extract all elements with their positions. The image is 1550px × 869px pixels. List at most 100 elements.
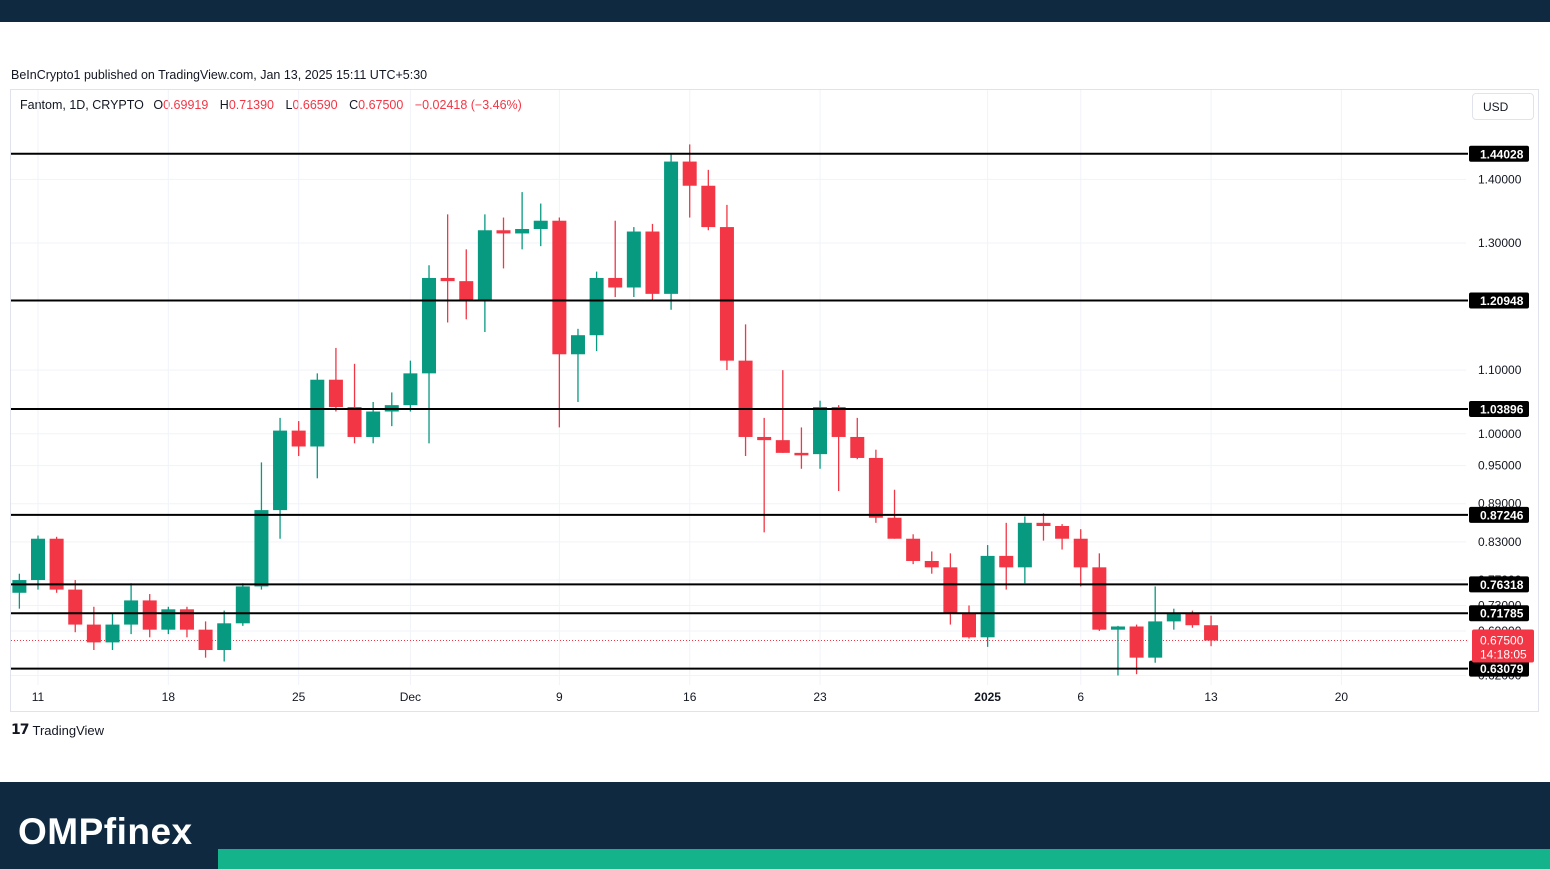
top-band [0, 0, 1550, 22]
candle-body[interactable] [273, 430, 288, 511]
candle-body[interactable] [440, 277, 455, 282]
ohlc-legend: Fantom, 1D, CRYPTO O0.69919 H0.71390 L0.… [20, 98, 530, 112]
candle-body[interactable] [887, 517, 902, 539]
candle-body[interactable] [1148, 621, 1163, 658]
candle-body[interactable] [850, 436, 865, 458]
level-label: 0.76318 [1480, 578, 1524, 592]
candle-body[interactable] [719, 227, 734, 361]
candle-body[interactable] [757, 436, 772, 441]
x-tick-label: 20 [1335, 690, 1349, 704]
candle-body[interactable] [813, 407, 828, 455]
current-price-label: 0.67500 [1480, 633, 1524, 647]
candle-body[interactable] [235, 586, 250, 624]
candle-body[interactable] [291, 430, 306, 447]
open-value: 0.69919 [163, 98, 209, 112]
tradingview-mark-icon: 17 [11, 722, 30, 738]
x-tick-label: 11 [32, 690, 45, 704]
countdown-label: 14:18:05 [1480, 647, 1527, 661]
tradingview-logo-text: TradingView [32, 722, 105, 738]
candle-body[interactable] [198, 629, 213, 651]
candle-body[interactable] [1110, 626, 1125, 630]
level-label-box [1469, 292, 1529, 309]
y-tick-label: 1.10000 [1478, 363, 1522, 377]
currency-button[interactable]: USD [1472, 93, 1534, 120]
candle-body[interactable] [310, 379, 325, 447]
candle-body[interactable] [533, 220, 548, 229]
level-label-box [1469, 660, 1529, 677]
candle-body[interactable] [1185, 613, 1200, 626]
tradingview-logo[interactable]: 17 TradingView [11, 722, 104, 738]
candle-body[interactable] [105, 624, 120, 643]
footer-stripe [218, 849, 1550, 869]
candle-body[interactable] [794, 452, 809, 456]
candle-body[interactable] [570, 335, 585, 355]
publish-line: BeInCrypto1 published on TradingView.com… [11, 68, 428, 82]
candle-body[interactable] [1017, 522, 1032, 568]
candle-body[interactable] [868, 457, 883, 518]
candle-body[interactable] [1073, 538, 1088, 568]
change-value: −0.02418 (−3.46%) [414, 98, 522, 112]
candle-body[interactable] [403, 373, 418, 406]
candle-body[interactable] [980, 555, 995, 638]
symbol-info: Fantom, 1D, CRYPTO [20, 98, 144, 112]
y-tick-label: 1.30000 [1478, 236, 1522, 250]
candle-body[interactable] [217, 623, 232, 651]
candle-body[interactable] [608, 277, 623, 288]
candle-body[interactable] [161, 609, 176, 630]
candle-body[interactable] [701, 185, 716, 228]
candle-body[interactable] [459, 281, 474, 301]
candle-body[interactable] [142, 600, 157, 630]
candle-body[interactable] [738, 360, 753, 437]
y-tick-label: 0.83000 [1478, 535, 1522, 549]
candle-body[interactable] [422, 277, 437, 374]
candle-body[interactable] [366, 411, 381, 437]
level-label: 0.87246 [1480, 508, 1524, 522]
candle-body[interactable] [1092, 567, 1107, 630]
candle-body[interactable] [1166, 613, 1181, 622]
candle-body[interactable] [682, 161, 697, 186]
candle-body[interactable] [477, 230, 492, 301]
candle-body[interactable] [68, 589, 83, 625]
candle-body[interactable] [12, 580, 27, 593]
candle-body[interactable] [589, 277, 604, 336]
high-label: H [219, 98, 229, 112]
open-label: O [153, 98, 164, 112]
x-tick-label: 25 [292, 690, 306, 704]
y-tick-label: 1.00000 [1478, 427, 1522, 441]
candle-body[interactable] [496, 230, 511, 234]
candle-body[interactable] [1129, 626, 1144, 658]
current-price-tag [1472, 629, 1534, 663]
candle-body[interactable] [626, 231, 641, 288]
candle-body[interactable] [552, 220, 567, 355]
low-label: L [285, 98, 293, 112]
candle-body[interactable] [515, 228, 530, 234]
candle-body[interactable] [179, 609, 194, 630]
level-label: 1.03896 [1480, 403, 1524, 417]
candle-body[interactable] [943, 567, 958, 614]
candle-body[interactable] [31, 538, 45, 581]
candle-body[interactable] [1055, 526, 1070, 539]
candle-body[interactable] [924, 560, 939, 568]
level-label-box [1469, 506, 1529, 523]
candle-body[interactable] [645, 231, 660, 294]
candle-body[interactable] [831, 407, 846, 437]
candle-body[interactable] [347, 407, 362, 437]
candle-body[interactable] [775, 440, 790, 453]
candle-body[interactable] [328, 379, 343, 408]
level-label-box [1469, 605, 1529, 622]
candle-body[interactable] [49, 538, 64, 590]
x-tick-label: 16 [683, 690, 697, 704]
candle-body[interactable] [999, 555, 1014, 568]
x-tick-label: 6 [1077, 690, 1084, 704]
candle-body[interactable] [906, 538, 921, 561]
close-label: C [349, 98, 359, 112]
candle-body[interactable] [962, 613, 976, 638]
candle-body[interactable] [86, 624, 101, 643]
candle-body[interactable] [254, 510, 269, 587]
x-tick-label: 2025 [974, 690, 1001, 704]
level-label-box [1469, 145, 1529, 162]
candle-body[interactable] [664, 161, 679, 294]
candle-body[interactable] [1204, 625, 1219, 641]
candle-body[interactable] [1036, 522, 1051, 526]
